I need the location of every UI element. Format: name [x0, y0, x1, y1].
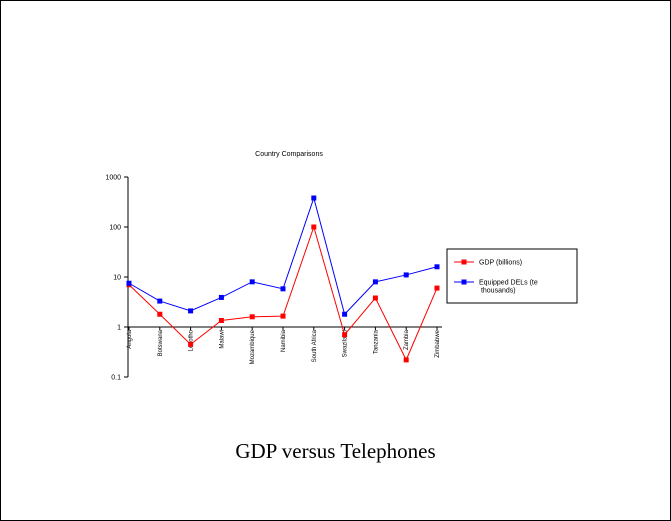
- series-line-1: [128, 196, 438, 316]
- slide-caption: GDP versus Telephones: [235, 439, 436, 463]
- y-tick-label: 100: [109, 225, 121, 232]
- y-tick-label: 1000: [105, 175, 121, 182]
- data-point-1-10: [434, 264, 440, 270]
- legend-swatch-marker: [461, 259, 467, 265]
- data-point-0-10: [434, 285, 440, 291]
- data-point-1-9: [403, 272, 409, 278]
- x-tick-label: Mozambique: [250, 329, 256, 364]
- data-point-1-2: [188, 308, 194, 314]
- data-point-1-4: [249, 279, 255, 285]
- x-tick-label: Lesotho: [189, 329, 195, 351]
- legend-swatch-marker: [461, 279, 467, 285]
- x-tick-label: Botswana: [158, 329, 164, 356]
- x-tick-label: Swaziland: [343, 330, 349, 357]
- chart-title: Country Comparisons: [255, 151, 323, 158]
- x-tick-label: Angola: [127, 329, 133, 348]
- x-tick-label: Namibia: [281, 329, 287, 352]
- data-point-0-3: [218, 317, 224, 323]
- y-tick-label: 1: [117, 325, 121, 332]
- data-point-0-9: [403, 357, 409, 363]
- x-tick-label: South Africa: [312, 329, 318, 362]
- x-tick-label: Tanzania: [373, 329, 379, 354]
- chart-legend: GDP (billions) Equipped DELs (te thousand…: [446, 248, 578, 304]
- data-point-1-0: [126, 280, 132, 286]
- y-tick-label: 10: [113, 275, 121, 282]
- legend-box: [446, 248, 578, 304]
- legend-label: Equipped DELs (te thousands): [479, 280, 538, 295]
- data-point-0-2: [188, 341, 194, 347]
- data-point-1-3: [218, 294, 224, 300]
- data-point-0-5: [280, 313, 286, 319]
- chart-series: [126, 195, 440, 363]
- y-tick-label: 0.1: [111, 375, 121, 382]
- x-tick-label: Zambia: [404, 329, 410, 350]
- data-point-1-1: [157, 298, 163, 304]
- data-point-0-4: [249, 314, 255, 320]
- legend-label: GDP (billions): [479, 260, 522, 267]
- x-tick-label: Malawi: [219, 330, 225, 349]
- data-point-1-6: [311, 195, 317, 201]
- data-point-1-8: [372, 279, 378, 285]
- chart-axes: 0.1 1 10 100 1000 Angola Botswana Lesotho Malawi…: [105, 175, 442, 382]
- data-point-0-1: [157, 311, 163, 317]
- data-point-0-7: [342, 332, 348, 338]
- x-tick-label: Zimbabwe: [435, 329, 441, 357]
- data-point-1-7: [342, 311, 348, 317]
- data-point-1-5: [280, 286, 286, 292]
- data-point-0-8: [372, 295, 378, 301]
- data-point-0-6: [311, 224, 317, 230]
